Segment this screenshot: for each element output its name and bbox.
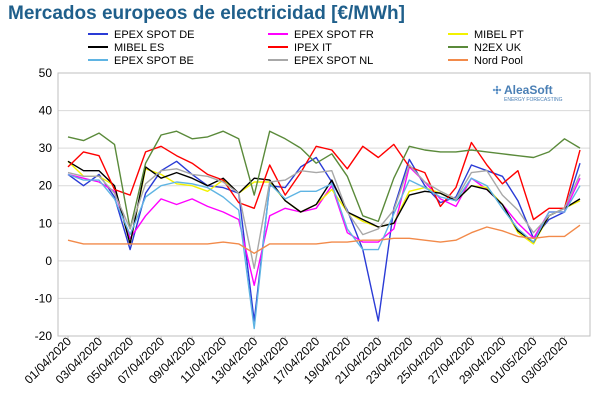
legend-entry: Nord Pool bbox=[474, 55, 523, 67]
series-line bbox=[67, 156, 581, 322]
legend-entry: EPEX SPOT BE bbox=[114, 55, 194, 67]
legend-entry: N2EX UK bbox=[474, 42, 522, 54]
y-tick-label: 10 bbox=[39, 216, 53, 230]
chart-title: Mercados europeos de electricidad [€/MWh… bbox=[8, 3, 405, 24]
legend-entry: EPEX SPOT NL bbox=[294, 55, 373, 67]
y-axis: -20 -10 0 10 20 30 40 50 bbox=[35, 66, 53, 343]
series-line bbox=[67, 173, 581, 330]
x-axis: 01/04/202003/04/202005/04/202007/04/2020… bbox=[22, 334, 571, 387]
legend-entry: EPEX SPOT DE bbox=[114, 29, 195, 41]
series-line bbox=[67, 164, 581, 270]
y-tick-label: 50 bbox=[39, 66, 53, 80]
y-tick-label: 30 bbox=[39, 141, 53, 155]
y-tick-label: 20 bbox=[39, 179, 53, 193]
sparkle-dots-icon bbox=[492, 85, 502, 95]
series-line bbox=[67, 224, 581, 255]
series-line bbox=[67, 130, 581, 230]
series bbox=[67, 130, 581, 330]
brand-name: AleaSoft bbox=[504, 83, 553, 97]
legend-entry: IPEX IT bbox=[294, 42, 332, 54]
y-tick-label: 0 bbox=[45, 254, 52, 268]
brand-tagline: ENERGY FORECASTING bbox=[504, 97, 563, 103]
legend-entry: MIBEL PT bbox=[474, 29, 524, 41]
y-tick-label: -10 bbox=[35, 291, 53, 305]
y-tick-label: 40 bbox=[39, 104, 53, 118]
legend: EPEX SPOT DE EPEX SPOT FR MIBEL PT MIBEL ES… bbox=[88, 29, 524, 67]
legend-entry: MIBEL ES bbox=[114, 42, 164, 54]
legend-entry: EPEX SPOT FR bbox=[294, 29, 374, 41]
y-tick-label: -20 bbox=[35, 329, 53, 343]
brand-logo: AleaSoft ENERGY FORECASTING bbox=[492, 83, 563, 103]
plot-frame bbox=[57, 72, 591, 337]
